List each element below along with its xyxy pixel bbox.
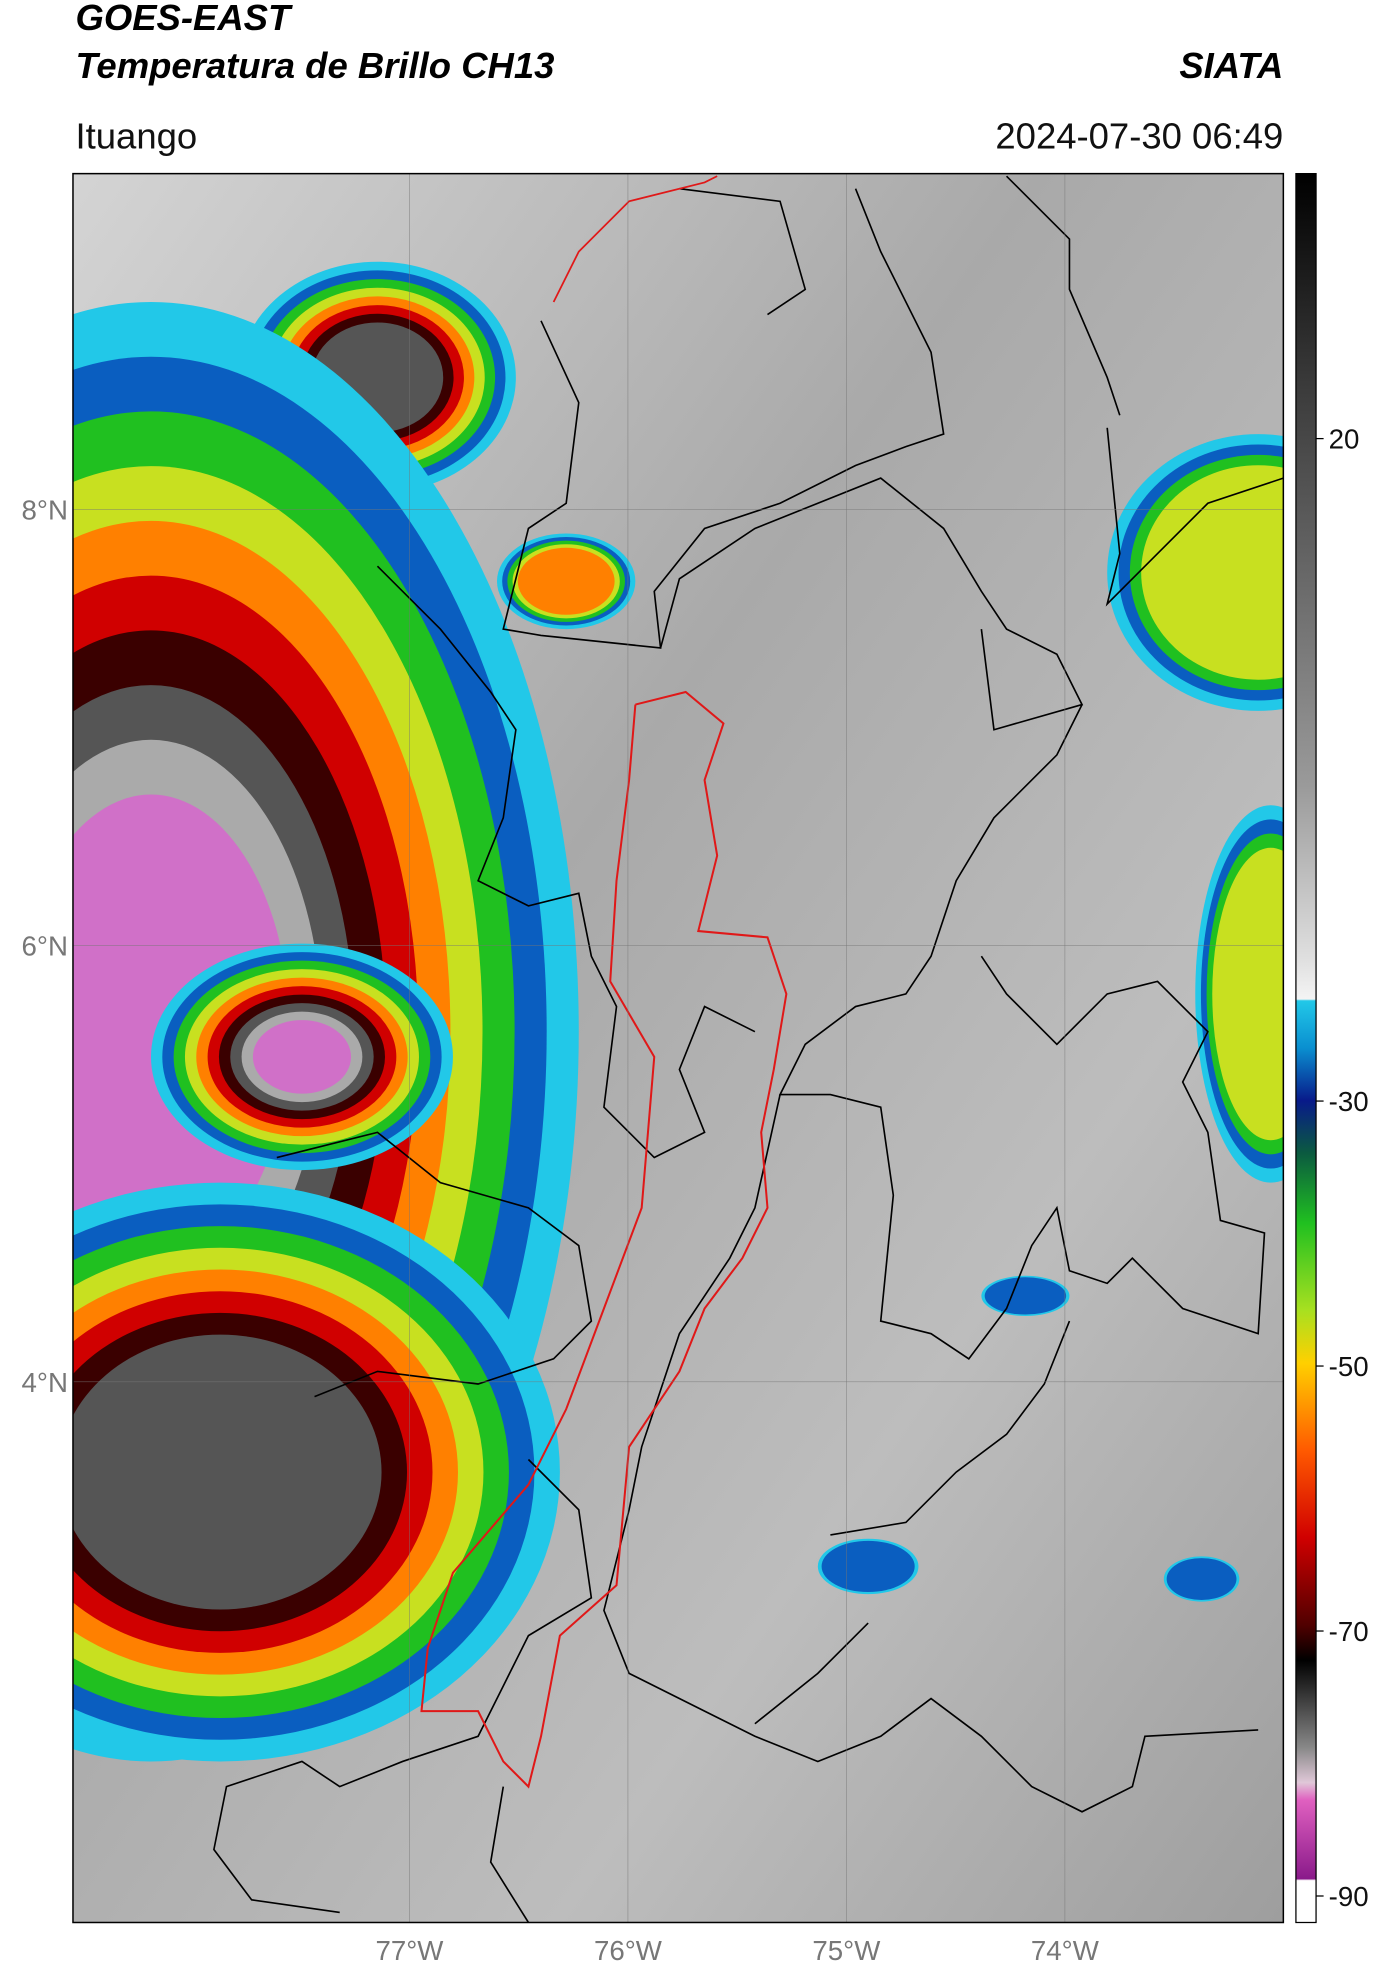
basin-outline (420, 690, 788, 1789)
coastline (552, 175, 718, 303)
title: GOES-EAST (75, 0, 293, 38)
lon-tick-label: 74°W (1031, 1935, 1100, 1966)
colorbar (1295, 172, 1317, 1924)
datetime: 2024-07-30 06:49 (995, 115, 1283, 156)
map-area (72, 173, 1284, 1923)
cloud-layer (252, 1020, 352, 1094)
cloud-tops (72, 261, 1284, 1762)
brand: SIATA (1179, 45, 1283, 86)
lat-tick-label: 6°N (22, 931, 68, 962)
lat-tick-label: 4°N (22, 1367, 68, 1398)
cloud-layer (1141, 465, 1284, 680)
axis-labels: 8°N 6°N 4°N 77°W 76°W 75°W 74°W 20 -30 -50 -70 -90 (22, 424, 1369, 1967)
lon-tick-label: 76°W (594, 1935, 663, 1966)
subtitle: Temperatura de Brillo CH13 (75, 45, 554, 86)
colorbar-tick-label: -90 (1329, 1881, 1369, 1912)
borders (213, 175, 1284, 1923)
cloud-layer (72, 1334, 382, 1610)
lon-tick-label: 75°W (812, 1935, 881, 1966)
colorbar-tick-label: -50 (1329, 1351, 1369, 1382)
lat-tick-label: 8°N (22, 495, 68, 526)
cloud-layer (1166, 1558, 1237, 1600)
location: Ituango (75, 115, 197, 156)
cloud-layer (821, 1540, 915, 1593)
cloud-layer (984, 1277, 1067, 1315)
colorbar-tick-label: -70 (1329, 1616, 1369, 1647)
colorbar-tick-label: 20 (1329, 424, 1360, 455)
graticule (72, 173, 1284, 1923)
cloud-layer (517, 547, 615, 615)
cloud-layer (1212, 847, 1284, 1141)
lon-tick-label: 77°W (375, 1935, 444, 1966)
colorbar-tick-label: -30 (1329, 1086, 1369, 1117)
map-frame (72, 172, 1285, 1924)
